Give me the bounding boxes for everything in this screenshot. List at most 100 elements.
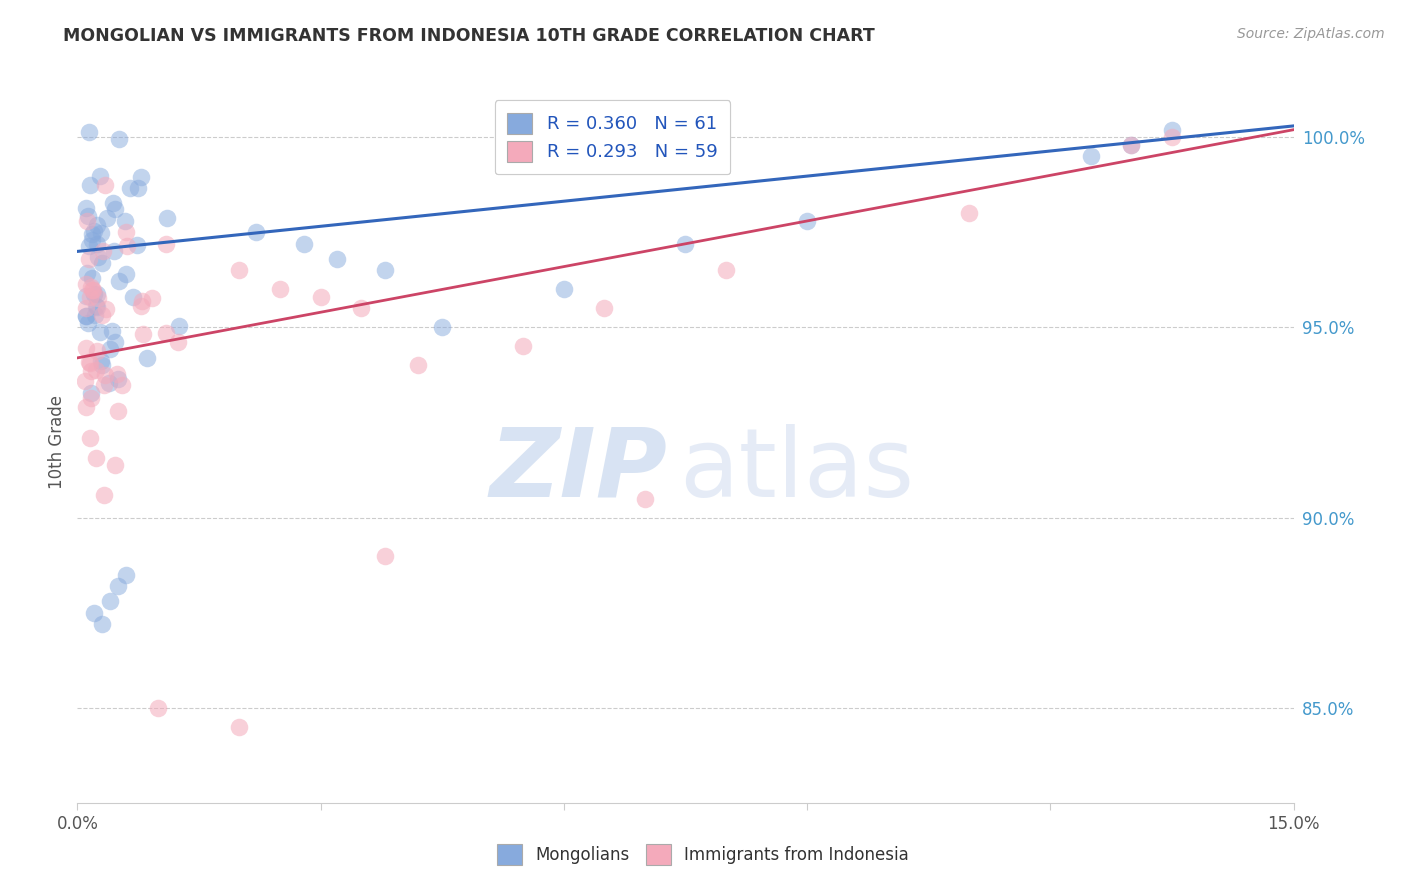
Point — [108, 274, 131, 288]
Point — [90, 353, 112, 368]
Point — [141, 291, 163, 305]
Point — [714, 263, 737, 277]
Point — [86, 218, 108, 232]
Point — [90, 226, 112, 240]
Point — [80, 283, 103, 297]
Point — [101, 324, 124, 338]
Point — [104, 458, 127, 472]
Point — [108, 131, 131, 145]
Y-axis label: 10th Grade: 10th Grade — [48, 394, 66, 489]
Point — [107, 404, 129, 418]
Point — [114, 214, 136, 228]
Point — [80, 271, 103, 285]
Point — [77, 316, 100, 330]
Point — [80, 227, 103, 242]
Point — [292, 236, 315, 251]
Point — [77, 239, 100, 253]
Point — [553, 282, 575, 296]
Point — [94, 368, 117, 383]
Point — [80, 385, 103, 400]
Point — [129, 170, 152, 185]
Point — [430, 320, 453, 334]
Point — [79, 178, 101, 192]
Point — [77, 252, 100, 267]
Point — [80, 392, 103, 406]
Point — [167, 318, 190, 333]
Point — [1121, 137, 1143, 152]
Point — [82, 283, 104, 297]
Point — [166, 335, 188, 350]
Point — [114, 267, 136, 281]
Point — [593, 301, 616, 316]
Point — [79, 431, 101, 445]
Point — [1121, 137, 1143, 152]
Point — [75, 301, 97, 315]
Point — [82, 233, 104, 247]
Point — [98, 376, 121, 390]
Point — [84, 362, 107, 376]
Point — [79, 125, 101, 139]
Point — [94, 301, 117, 316]
Point — [675, 236, 697, 251]
Point — [155, 326, 177, 340]
Point — [122, 290, 145, 304]
Point — [93, 488, 115, 502]
Point — [86, 291, 108, 305]
Point — [75, 201, 97, 215]
Point — [107, 372, 129, 386]
Point — [132, 326, 155, 341]
Point — [269, 282, 291, 296]
Point — [374, 549, 396, 563]
Point — [136, 351, 159, 365]
Point — [87, 251, 110, 265]
Point — [125, 238, 148, 252]
Point — [79, 290, 101, 304]
Point — [103, 202, 125, 216]
Point — [75, 309, 97, 323]
Point — [512, 339, 534, 353]
Legend: Mongolians, Immigrants from Indonesia: Mongolians, Immigrants from Indonesia — [486, 834, 920, 875]
Point — [91, 244, 114, 258]
Point — [90, 308, 112, 322]
Point — [86, 300, 108, 314]
Point — [148, 700, 170, 714]
Point — [83, 224, 105, 238]
Point — [115, 238, 138, 252]
Point — [155, 236, 177, 251]
Point — [75, 309, 97, 323]
Point — [90, 617, 112, 632]
Point — [103, 244, 125, 258]
Point — [76, 213, 98, 227]
Point — [1161, 130, 1184, 145]
Point — [228, 720, 250, 734]
Point — [75, 401, 97, 415]
Point — [406, 359, 429, 373]
Point — [86, 344, 108, 359]
Point — [350, 301, 373, 316]
Point — [76, 289, 98, 303]
Point — [75, 374, 97, 388]
Point — [796, 214, 818, 228]
Point — [115, 225, 138, 239]
Point — [105, 368, 128, 382]
Point — [245, 226, 267, 240]
Point — [634, 491, 657, 506]
Point — [76, 209, 98, 223]
Point — [86, 287, 108, 301]
Point — [101, 196, 124, 211]
Point — [86, 299, 108, 313]
Point — [127, 181, 149, 195]
Point — [89, 169, 111, 183]
Point — [80, 364, 103, 378]
Point — [111, 377, 134, 392]
Point — [93, 178, 115, 193]
Point — [118, 180, 141, 194]
Point — [91, 256, 114, 270]
Point — [98, 342, 121, 356]
Point — [156, 211, 179, 225]
Text: Source: ZipAtlas.com: Source: ZipAtlas.com — [1237, 27, 1385, 41]
Text: atlas: atlas — [679, 424, 914, 517]
Text: ZIP: ZIP — [489, 424, 668, 517]
Point — [86, 237, 108, 252]
Point — [76, 266, 98, 280]
